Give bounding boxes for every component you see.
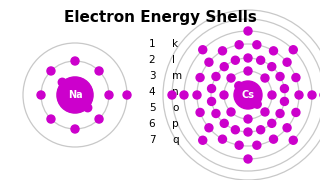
- Circle shape: [71, 57, 79, 65]
- Circle shape: [220, 91, 228, 99]
- Text: 4: 4: [149, 87, 155, 97]
- Circle shape: [196, 74, 204, 82]
- Circle shape: [180, 91, 188, 99]
- Circle shape: [292, 108, 300, 116]
- Circle shape: [257, 126, 265, 134]
- Text: o: o: [172, 103, 178, 113]
- Circle shape: [219, 135, 227, 143]
- Circle shape: [84, 104, 92, 112]
- Circle shape: [235, 141, 243, 149]
- Circle shape: [276, 109, 284, 118]
- Text: q: q: [172, 135, 179, 145]
- Text: 2: 2: [149, 55, 155, 65]
- Circle shape: [244, 54, 252, 62]
- Circle shape: [212, 109, 220, 118]
- Circle shape: [196, 108, 204, 116]
- Circle shape: [268, 63, 276, 71]
- Text: k: k: [172, 39, 178, 49]
- Circle shape: [244, 115, 252, 123]
- Circle shape: [292, 74, 300, 82]
- Circle shape: [47, 67, 55, 75]
- Text: m: m: [172, 71, 182, 81]
- Circle shape: [57, 77, 93, 113]
- Circle shape: [220, 63, 228, 71]
- Circle shape: [227, 108, 235, 116]
- Circle shape: [71, 125, 79, 133]
- Circle shape: [244, 27, 252, 35]
- Circle shape: [199, 136, 207, 144]
- Circle shape: [95, 115, 103, 123]
- Circle shape: [193, 91, 201, 99]
- Circle shape: [280, 85, 288, 93]
- Circle shape: [123, 91, 131, 99]
- Circle shape: [47, 115, 55, 123]
- Circle shape: [257, 56, 265, 64]
- Circle shape: [95, 67, 103, 75]
- Circle shape: [244, 155, 252, 163]
- Circle shape: [269, 135, 277, 143]
- Circle shape: [289, 136, 297, 144]
- Circle shape: [268, 91, 276, 99]
- Circle shape: [261, 108, 269, 116]
- Circle shape: [261, 74, 269, 82]
- Circle shape: [227, 74, 235, 82]
- Text: p: p: [172, 119, 179, 129]
- Circle shape: [280, 97, 288, 105]
- Circle shape: [205, 124, 213, 132]
- Circle shape: [231, 56, 239, 64]
- Text: Na: Na: [68, 90, 82, 100]
- Circle shape: [276, 73, 284, 80]
- Circle shape: [208, 97, 216, 105]
- Circle shape: [268, 119, 276, 127]
- Text: 5: 5: [149, 103, 155, 113]
- Circle shape: [220, 119, 228, 127]
- Circle shape: [289, 46, 297, 54]
- Circle shape: [208, 85, 216, 93]
- Circle shape: [235, 82, 243, 90]
- Circle shape: [212, 73, 220, 80]
- Circle shape: [253, 141, 261, 149]
- Circle shape: [253, 41, 261, 49]
- Text: l: l: [172, 55, 175, 65]
- Text: 7: 7: [149, 135, 155, 145]
- Circle shape: [105, 91, 113, 99]
- Text: Electron Energy Shells: Electron Energy Shells: [64, 10, 256, 25]
- Circle shape: [295, 91, 303, 99]
- Circle shape: [269, 47, 277, 55]
- Circle shape: [205, 58, 213, 66]
- Circle shape: [199, 46, 207, 54]
- Circle shape: [37, 91, 45, 99]
- Circle shape: [234, 81, 262, 109]
- Circle shape: [253, 100, 261, 108]
- Circle shape: [168, 91, 176, 99]
- Text: Cs: Cs: [242, 90, 254, 100]
- Circle shape: [235, 41, 243, 49]
- Circle shape: [58, 78, 66, 86]
- Circle shape: [283, 124, 291, 132]
- Text: 3: 3: [149, 71, 155, 81]
- Text: n: n: [172, 87, 179, 97]
- Circle shape: [219, 47, 227, 55]
- Circle shape: [308, 91, 316, 99]
- Text: 1: 1: [149, 39, 155, 49]
- Text: 6: 6: [149, 119, 155, 129]
- Circle shape: [283, 58, 291, 66]
- Circle shape: [244, 128, 252, 136]
- Circle shape: [244, 67, 252, 75]
- Circle shape: [231, 126, 239, 134]
